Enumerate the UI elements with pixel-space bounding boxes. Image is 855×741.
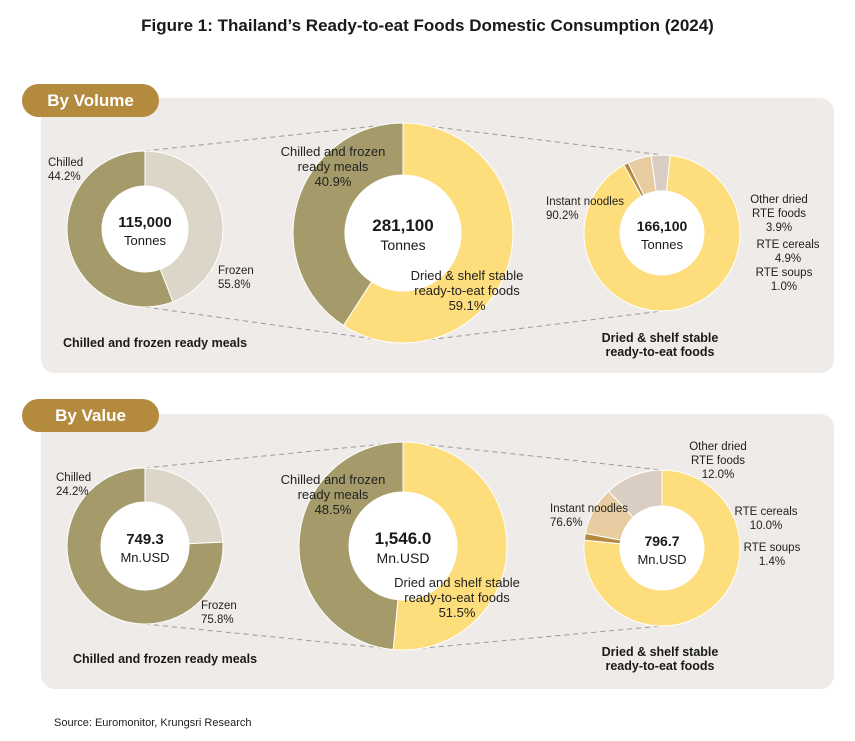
center-value-val_dried: 796.7 <box>644 533 679 549</box>
source-note: Source: Euromonitor, Krungsri Research <box>54 717 252 729</box>
slice-label-vol_chilled_frozen-1: Frozen 55.8% <box>218 265 254 291</box>
center-unit-vol_chilled_frozen: Tonnes <box>124 233 166 248</box>
figure-title: Figure 1: Thailand’s Ready-to-eat Foods … <box>141 16 714 35</box>
volume-right-caption-line1: Dried & shelf stable <box>601 331 719 345</box>
connector-line-1 <box>144 306 404 344</box>
slice-label-vol_dried-3: Other dried RTE foods 3.9% <box>750 194 808 234</box>
connector-line-2 <box>402 122 663 156</box>
slice-vol_chilled_frozen-1 <box>66 150 174 308</box>
slice-label-vol_total-1: Chilled and frozen ready meals 40.9% <box>281 144 386 189</box>
donut-hole-val_total <box>349 492 457 600</box>
donut-hole-val_dried <box>620 506 704 590</box>
by-value-tab: By Value <box>22 399 159 432</box>
donut-val_total: 1,546.0 Mn.USD Dried and shelf stable ready… <box>281 441 520 651</box>
value-right-caption-line2: ready-to-eat foods <box>605 659 715 673</box>
connector-line-5 <box>144 623 404 651</box>
connector-line-7 <box>402 625 663 651</box>
volume-right-caption-line2: ready-to-eat foods <box>605 345 715 359</box>
volume-left-caption: Chilled and frozen ready meals <box>62 336 248 350</box>
slice-label-vol_total-0: Dried & shelf stable ready-to-eat foods 59… <box>411 268 524 313</box>
center-value-val_chilled_frozen: 749.3 <box>126 531 164 548</box>
slice-label-val_dried-3: Other dried RTE foods 12.0% <box>689 441 747 481</box>
donut-val_dried: 796.7 Mn.USD Instant noodles 76.6% RTE soups… <box>550 441 801 627</box>
connector-line-0 <box>144 122 404 152</box>
center-unit-val_dried: Mn.USD <box>637 552 686 567</box>
center-unit-vol_total: Tonnes <box>380 237 425 253</box>
donut-vol_total: 281,100 Tonnes Dried & shelf stable ready-t… <box>281 122 524 344</box>
connector-line-3 <box>402 310 663 344</box>
center-unit-val_total: Mn.USD <box>377 550 430 566</box>
slice-label-val_dried-2: RTE cereals 10.0% <box>734 506 797 532</box>
connector-line-6 <box>402 441 663 471</box>
slice-label-val_total-1: Chilled and frozen ready meals 48.5% <box>281 472 386 517</box>
center-unit-val_chilled_frozen: Mn.USD <box>120 550 169 565</box>
donut-hole-val_chilled_frozen <box>101 502 189 590</box>
donut-val_chilled_frozen: 749.3 Mn.USD Chilled 24.2% Frozen 75.8% <box>56 467 237 626</box>
slice-label-val_chilled_frozen-0: Chilled 24.2% <box>56 472 91 498</box>
slice-label-val_chilled_frozen-1: Frozen 75.8% <box>201 600 237 626</box>
donut-vol_chilled_frozen: 115,000 Tonnes Chilled 44.2% Frozen 55.8% <box>48 150 254 308</box>
donut-hole-vol_dried <box>620 191 704 275</box>
slice-label-val_dried-1: RTE soups 1.4% <box>744 542 801 568</box>
by-volume-tab: By Volume <box>22 84 159 117</box>
slice-label-vol_chilled_frozen-0: Chilled 44.2% <box>48 157 83 183</box>
value-left-caption: Chilled and frozen ready meals <box>72 652 258 666</box>
value-right-caption-line1: Dried & shelf stable <box>601 645 719 659</box>
center-value-vol_total: 281,100 <box>372 216 433 235</box>
donut-vol_dried: 166,100 Tonnes Instant noodles 90.2% RTE sou… <box>546 154 820 312</box>
connector-line-4 <box>144 441 404 469</box>
slice-label-vol_dried-0: Instant noodles 90.2% <box>546 196 624 222</box>
slice-label-vol_dried-1: RTE soups 1.0% <box>756 267 813 293</box>
volume-right-caption: Dried & shelf stable ready-to-eat foods <box>560 331 760 359</box>
value-right-caption: Dried & shelf stable ready-to-eat foods <box>560 645 760 673</box>
center-value-vol_chilled_frozen: 115,000 <box>118 214 171 231</box>
center-value-val_total: 1,546.0 <box>375 529 432 548</box>
donut-hole-vol_chilled_frozen <box>102 186 188 272</box>
center-value-vol_dried: 166,100 <box>637 218 688 234</box>
slice-label-val_total-0: Dried and shelf stable ready-to-eat foods… <box>394 575 520 620</box>
center-unit-vol_dried: Tonnes <box>641 237 683 252</box>
slice-label-val_dried-0: Instant noodles 76.6% <box>550 503 628 529</box>
donut-hole-vol_total <box>345 175 461 291</box>
slice-label-vol_dried-2: RTE cereals 4.9% <box>756 239 819 265</box>
